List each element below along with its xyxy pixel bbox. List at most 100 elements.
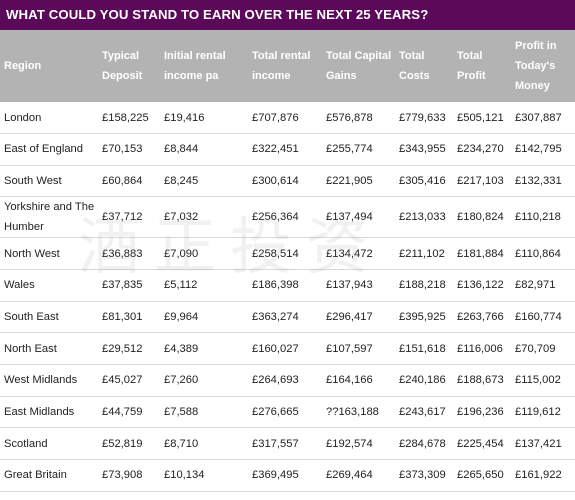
cell-profit-todays-money: £161,922: [515, 469, 562, 482]
column-header-initial-rental-income: Initial rental income pa: [164, 50, 226, 82]
cell-typical-deposit: £29,512: [102, 342, 143, 355]
cell-typical-deposit: £37,835: [102, 279, 143, 292]
table-title: WHAT COULD YOU STAND TO EARN OVER THE NE…: [0, 0, 575, 30]
cell-total-profit: £181,884: [457, 247, 504, 260]
cell-total-profit: £263,766: [457, 311, 504, 324]
table-row: West Midlands £45,027 £7,260 £264,693 £164,1…: [0, 365, 575, 397]
cell-total-costs: £151,618: [399, 342, 446, 355]
cell-total-costs: £213,033: [399, 211, 446, 224]
column-header-total-rental-income: Total rental income: [252, 50, 311, 82]
table-row: Scotland £52,819 £8,710 £317,557 £192,574 £28…: [0, 428, 575, 460]
cell-total-rental-income: £160,027: [252, 342, 299, 355]
cell-profit-todays-money: £142,795: [515, 143, 562, 156]
cell-total-rental-income: £256,364: [252, 211, 299, 224]
cell-total-profit: £217,103: [457, 175, 504, 188]
cell-typical-deposit: £158,225: [102, 111, 149, 124]
cell-total-profit: £116,006: [457, 342, 503, 355]
cell-total-rental-income: £300,614: [252, 175, 299, 188]
cell-total-capital-gains: ??163,188: [326, 406, 379, 419]
cell-total-capital-gains: £269,464: [326, 469, 373, 482]
cell-region: East Midlands: [4, 406, 75, 419]
cell-region: Scotland: [4, 437, 48, 450]
cell-total-profit: £136,122: [457, 279, 504, 292]
cell-typical-deposit: £44,759: [102, 406, 143, 419]
cell-total-costs: £343,955: [399, 143, 446, 156]
cell-profit-todays-money: £160,774: [515, 311, 562, 324]
table-row: South East £81,301 £9,964 £363,274 £296,417 £…: [0, 301, 575, 333]
table-row: North West £36,883 £7,090 £258,514 £134,472 £…: [0, 238, 575, 270]
cell-total-profit: £225,454: [457, 437, 504, 450]
cell-region: North East: [4, 342, 57, 355]
cell-total-rental-income: £363,274: [252, 311, 299, 324]
column-header-typical-deposit: Typical Deposit: [102, 50, 143, 82]
cell-profit-todays-money: £70,709: [515, 342, 556, 355]
cell-total-capital-gains: £137,943: [326, 279, 373, 292]
table-body: London £158,225 £19,416 £707,876 £576,878 £77…: [0, 102, 575, 492]
cell-total-capital-gains: £576,878: [326, 111, 373, 124]
cell-total-costs: £188,218: [399, 279, 446, 292]
cell-profit-todays-money: £307,887: [515, 111, 562, 124]
cell-total-rental-income: £707,876: [252, 111, 299, 124]
cell-initial-rental-income: £7,090: [164, 247, 199, 260]
cell-initial-rental-income: £5,112: [164, 279, 198, 292]
cell-total-costs: £211,102: [399, 247, 445, 260]
cell-total-costs: £305,416: [399, 175, 446, 188]
cell-total-costs: £240,186: [399, 374, 446, 387]
cell-region: West Midlands: [4, 374, 78, 387]
cell-profit-todays-money: £132,331: [515, 175, 562, 188]
cell-typical-deposit: £70,153: [102, 143, 143, 156]
cell-total-rental-income: £186,398: [252, 279, 299, 292]
cell-region: Wales: [4, 279, 35, 292]
cell-total-rental-income: £276,665: [252, 406, 299, 419]
cell-typical-deposit: £73,908: [102, 469, 143, 482]
cell-profit-todays-money: £137,421: [515, 437, 562, 450]
column-header-region: Region: [4, 60, 42, 72]
cell-initial-rental-income: £7,260: [164, 374, 199, 387]
cell-total-capital-gains: £164,166: [326, 374, 373, 387]
cell-initial-rental-income: £4,389: [164, 342, 199, 355]
cell-initial-rental-income: £10,134: [164, 469, 205, 482]
cell-initial-rental-income: £7,032: [164, 211, 199, 224]
cell-total-profit: £180,824: [457, 211, 504, 224]
cell-total-rental-income: £258,514: [252, 247, 299, 260]
cell-typical-deposit: £45,027: [102, 374, 143, 387]
cell-initial-rental-income: £8,844: [164, 143, 199, 156]
table-row: London £158,225 £19,416 £707,876 £576,878 £77…: [0, 102, 575, 134]
cell-total-profit: £505,121: [457, 111, 504, 124]
cell-total-rental-income: £317,557: [252, 437, 299, 450]
cell-total-profit: £196,236: [457, 406, 504, 419]
header-row: Region Typical Deposit Initial rental in…: [0, 30, 575, 102]
cell-region: London: [4, 111, 42, 124]
cell-total-costs: £779,633: [399, 111, 446, 124]
cell-region: North West: [4, 247, 60, 260]
table-row: South West £60,864 £8,245 £300,614 £221,905 £…: [0, 165, 575, 197]
column-header-profit-todays-money: Profit in Today's Money: [515, 40, 557, 92]
cell-total-capital-gains: £255,774: [326, 143, 373, 156]
cell-total-capital-gains: £192,574: [326, 437, 373, 450]
cell-typical-deposit: £81,301: [102, 311, 143, 324]
cell-region: South East: [4, 311, 59, 324]
cell-profit-todays-money: £82,971: [515, 279, 556, 292]
cell-total-capital-gains: £296,417: [326, 311, 373, 324]
cell-total-rental-income: £322,451: [252, 143, 299, 156]
cell-profit-todays-money: £119,612: [515, 406, 561, 419]
cell-total-rental-income: £264,693: [252, 374, 299, 387]
cell-total-costs: £284,678: [399, 437, 446, 450]
cell-profit-todays-money: £115,002: [515, 374, 561, 387]
cell-total-capital-gains: £107,597: [326, 342, 373, 355]
cell-typical-deposit: £36,883: [102, 247, 143, 260]
cell-initial-rental-income: £19,416: [164, 111, 205, 124]
cell-total-rental-income: £369,495: [252, 469, 299, 482]
table-row: Wales £37,835 £5,112 £186,398 £137,943 £188,2…: [0, 270, 575, 302]
earnings-table: Region Typical Deposit Initial rental in…: [0, 30, 575, 492]
cell-region: South West: [4, 175, 62, 188]
column-header-total-capital-gains: Total Capital Gains: [326, 50, 392, 82]
cell-typical-deposit: £60,864: [102, 175, 143, 188]
cell-profit-todays-money: £110,864: [515, 247, 561, 260]
table-row: Great Britain £73,908 £10,134 £369,495 £269,…: [0, 460, 575, 492]
cell-initial-rental-income: £9,964: [164, 311, 199, 324]
cell-region: Yorkshire and The Humber: [4, 201, 95, 234]
cell-region: East of England: [4, 143, 83, 156]
cell-profit-todays-money: £110,218: [515, 211, 561, 224]
cell-total-capital-gains: £221,905: [326, 175, 373, 188]
